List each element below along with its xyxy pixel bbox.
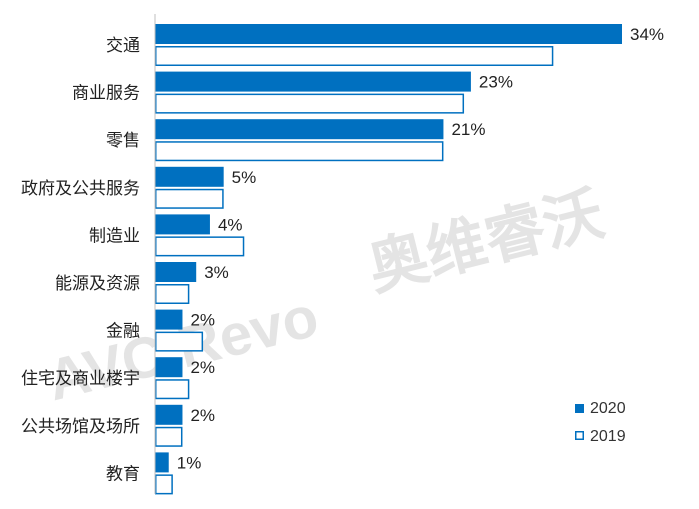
legend-label-2020: 2020 [590,400,626,417]
category-label-4: 制造业 [89,226,140,246]
category-label-6: 金融 [106,322,140,342]
bars-layer [155,24,622,495]
bar-2019-8 [155,426,183,447]
bar-2020-7 [155,357,183,378]
category-label-1: 商业服务 [72,84,140,104]
category-label-5: 能源及资源 [55,274,140,294]
bar-2019-3 [155,188,224,209]
value-label-2020-0: 34% [630,25,664,44]
bar-2019-9 [155,474,173,495]
bar-2020-9 [155,452,169,473]
value-label-2020-8: 2% [190,406,215,425]
bar-2020-3 [155,166,224,187]
bar-2020-8 [155,404,183,425]
value-label-2020-1: 23% [479,73,513,92]
value-label-2020-9: 1% [177,453,202,472]
legend-label-2019: 2019 [590,428,626,445]
category-label-8: 公共场馆及场所 [21,417,140,437]
value-label-2020-5: 3% [204,263,229,282]
bar-2020-4 [155,214,210,235]
watermark-chinese: 奥维睿沃 [361,179,610,302]
bar-2019-1 [155,93,465,114]
value-label-2020-4: 4% [218,215,243,234]
category-label-7: 住宅及商业楼宇 [21,369,140,389]
bar-2020-0 [155,24,622,44]
value-label-2020-3: 5% [232,168,257,187]
bar-2019-7 [155,379,190,400]
legend: 2020 2019 [575,400,626,445]
value-label-2020-2: 21% [451,120,485,139]
value-labels: 34% 23% 21% 5% 4% 3% 2% 2% 2% 1% [177,25,664,472]
bar-2019-5 [155,284,190,304]
legend-swatch-2019 [575,431,584,440]
bar-2019-2 [155,141,444,162]
bar-2020-6 [155,309,183,330]
category-label-9: 教育 [106,464,140,484]
bar-2019-0 [155,46,554,66]
category-label-2: 零售 [106,131,140,151]
bar-2019-4 [155,236,245,257]
category-label-0: 交通 [106,36,140,56]
bar-2019-6 [155,331,204,352]
bar-2020-1 [155,71,471,92]
category-labels: 交通商业服务零售政府及公共服务制造业能源及资源金融住宅及商业楼宇公共场馆及场所教… [21,36,140,484]
legend-swatch-2020 [575,404,584,413]
bar-2020-2 [155,119,444,140]
value-label-2020-6: 2% [190,311,215,330]
bar-2020-5 [155,262,197,282]
category-label-3: 政府及公共服务 [21,179,140,199]
value-label-2020-7: 2% [190,358,215,377]
